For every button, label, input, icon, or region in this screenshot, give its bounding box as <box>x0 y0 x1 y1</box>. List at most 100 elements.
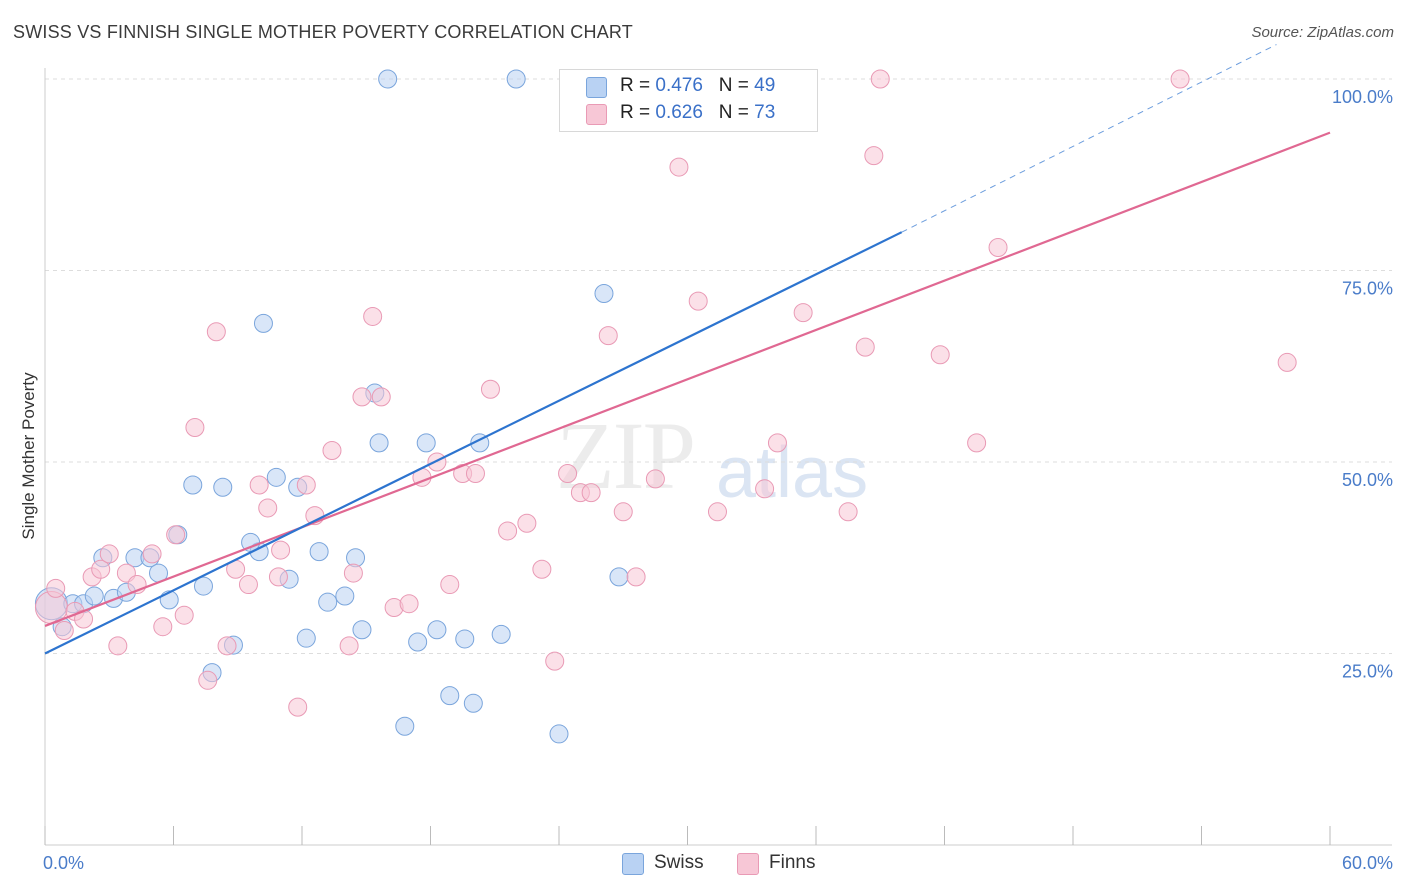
swiss-point <box>463 693 483 713</box>
swiss-n-value: 49 <box>754 75 776 96</box>
finns-point <box>238 575 258 595</box>
finns-trend-line <box>44 131 1331 627</box>
swiss-point <box>594 283 614 303</box>
finns-point <box>296 475 316 495</box>
finns-point <box>54 621 74 641</box>
swiss-point <box>309 542 329 562</box>
finns-point <box>498 521 518 541</box>
finns-point <box>271 540 291 560</box>
axis-labels: 25.0% 50.0% 75.0% 100.0% 0.0% 60.0% Single Mot… <box>19 87 1393 873</box>
finns-point <box>153 617 173 637</box>
finns-point <box>532 559 552 579</box>
finns-point <box>249 475 269 495</box>
finns-point <box>626 567 646 587</box>
correlation-legend: R = 0.476 N = 49 R = 0.626 N = 73 <box>559 69 818 132</box>
finns-point <box>838 502 858 522</box>
bottom-swiss-swatch <box>622 853 644 875</box>
finns-point <box>855 337 875 357</box>
finns-point <box>99 544 119 564</box>
finns-point <box>440 575 460 595</box>
swiss-point <box>84 586 104 606</box>
swiss-point <box>335 586 355 606</box>
finns-point <box>363 306 383 326</box>
finns-point <box>545 651 565 671</box>
swiss-point <box>609 567 629 587</box>
swiss-trend-extension <box>901 44 1277 233</box>
x-tick-label-0: 0.0% <box>43 853 84 873</box>
swiss-point <box>318 592 338 612</box>
finns-point <box>870 69 890 89</box>
swiss-point <box>369 433 389 453</box>
finns-r-label: R = <box>620 102 656 123</box>
finns-point <box>669 157 689 177</box>
finns-point <box>930 345 950 365</box>
y-tick-label-100: 100.0% <box>1332 87 1393 107</box>
swiss-point <box>416 433 436 453</box>
bottom-swiss-label: Swiss <box>654 852 704 873</box>
swiss-n-label: N = <box>718 75 755 96</box>
source-label: Source: ZipAtlas.com <box>1251 24 1394 41</box>
swiss-point <box>193 576 213 596</box>
finns-point <box>352 387 372 407</box>
swiss-point <box>352 620 372 640</box>
finns-point <box>988 238 1008 258</box>
finns-point <box>1277 352 1297 372</box>
finns-point <box>864 146 884 166</box>
y-tick-label-75: 75.0% <box>1342 279 1393 299</box>
finns-point <box>288 697 308 717</box>
finns-point <box>198 670 218 690</box>
swiss-point <box>266 467 286 487</box>
finns-point <box>793 303 813 323</box>
finns-point <box>343 563 363 583</box>
finns-point <box>755 479 775 499</box>
swiss-point <box>296 628 316 648</box>
swiss-point <box>183 475 203 495</box>
finns-point <box>645 469 665 489</box>
swiss-r-value: 0.476 <box>655 75 703 96</box>
swiss-point <box>455 629 475 649</box>
swiss-point <box>378 69 398 89</box>
finns-n-label: N = <box>718 102 755 123</box>
y-tick-label-25: 25.0% <box>1342 662 1393 682</box>
finns-point <box>613 502 633 522</box>
finns-point <box>108 636 128 656</box>
finns-point <box>399 594 419 614</box>
finns-point <box>142 544 162 564</box>
finns-point <box>46 578 66 598</box>
trend-lines <box>44 44 1331 655</box>
axes <box>44 68 1392 846</box>
finns-point <box>517 513 537 533</box>
swiss-point <box>491 624 511 644</box>
swiss-swatch <box>586 77 607 98</box>
finns-point <box>91 559 111 579</box>
finns-point <box>598 326 618 346</box>
swiss-points <box>34 69 629 744</box>
swiss-point <box>213 477 233 497</box>
bottom-finns-label: Finns <box>769 852 816 873</box>
finns-point <box>339 636 359 656</box>
swiss-trend-line <box>44 231 903 655</box>
finns-point <box>465 463 485 483</box>
finns-point <box>480 379 500 399</box>
finns-point <box>174 605 194 625</box>
finns-n-value: 73 <box>754 102 776 123</box>
finns-point <box>268 567 288 587</box>
swiss-point <box>549 724 569 744</box>
finns-point <box>427 452 447 472</box>
finns-point <box>581 483 601 503</box>
finns-point <box>688 291 708 311</box>
x-tick-label-60: 60.0% <box>1342 853 1393 873</box>
swiss-point <box>427 620 447 640</box>
finns-r-value: 0.626 <box>655 102 703 123</box>
swiss-point <box>395 716 415 736</box>
finns-point <box>322 441 342 461</box>
swiss-point <box>440 686 460 706</box>
bottom-finns-swatch <box>737 853 759 875</box>
finns-point <box>767 433 787 453</box>
chart-title: SWISS VS FINNISH SINGLE MOTHER POVERTY C… <box>13 22 633 42</box>
finns-point <box>707 502 727 522</box>
finns-point <box>185 418 205 438</box>
swiss-r-label: R = <box>620 75 656 96</box>
finns-point <box>967 433 987 453</box>
